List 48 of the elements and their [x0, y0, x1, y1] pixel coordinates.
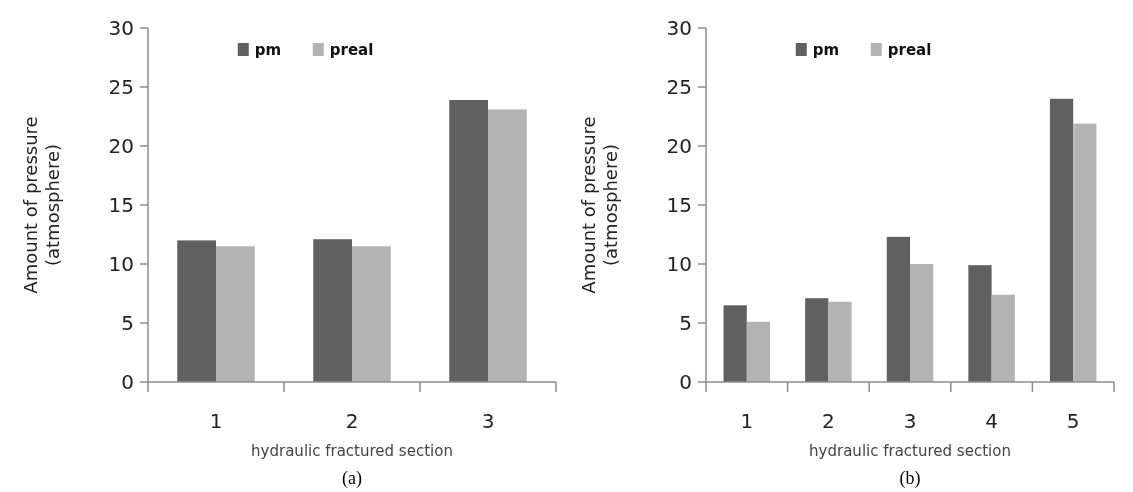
bar: [488, 109, 527, 382]
x-tick-label: 2: [822, 409, 835, 433]
y-tick-label: 20: [666, 134, 692, 158]
x-tick-label: 4: [985, 409, 998, 433]
x-tick-label: 1: [209, 409, 223, 433]
bar: [177, 240, 216, 382]
y-tick-label: 30: [666, 16, 692, 40]
bar: [723, 305, 747, 382]
bar: [216, 246, 255, 382]
bar: [449, 99, 488, 382]
bar: [1049, 98, 1074, 382]
y-axis-title: Amount of pressure (atmosphere): [20, 116, 63, 294]
y-tick-label: 5: [679, 311, 692, 335]
y-tick-label: 0: [121, 370, 134, 394]
x-tick-label: 2: [345, 409, 359, 433]
y-tick-label: 5: [121, 311, 134, 335]
bar: [746, 321, 771, 382]
y-axis-title: Amount of pressure (atmosphere): [578, 116, 621, 294]
text: (a): [342, 468, 362, 489]
y-tick-label: 10: [666, 252, 692, 276]
bar: [910, 264, 934, 382]
x-tick-label: 3: [903, 409, 917, 433]
y-tick-label: 25: [108, 75, 134, 99]
text: (b): [899, 468, 921, 489]
x-axis-title: hydraulic fractured section: [251, 442, 453, 460]
y-tick-label: 30: [108, 16, 134, 40]
bar: [313, 239, 352, 382]
y-tick-label: 10: [108, 252, 134, 276]
x-tick-label: 5: [1066, 409, 1080, 433]
bar: [886, 236, 910, 382]
legend-label: pm: [812, 41, 840, 60]
bar: [1073, 123, 1097, 382]
bar: [968, 265, 992, 382]
y-tick-label: 20: [108, 134, 134, 158]
x-tick-label: 3: [481, 409, 495, 433]
legend-label: preal: [887, 41, 932, 60]
x-tick-label: 1: [740, 409, 754, 433]
bar: [828, 301, 852, 382]
bar: [352, 246, 391, 382]
bar: [805, 298, 829, 382]
y-tick-label: 15: [108, 193, 134, 217]
legend-label: preal: [329, 41, 374, 60]
legend-label: pm: [254, 41, 282, 60]
y-tick-label: 0: [679, 370, 692, 394]
bar: [991, 294, 1015, 382]
y-tick-label: 25: [666, 75, 692, 99]
x-axis-title: hydraulic fractured section: [809, 442, 1011, 460]
y-tick-label: 15: [666, 193, 692, 217]
